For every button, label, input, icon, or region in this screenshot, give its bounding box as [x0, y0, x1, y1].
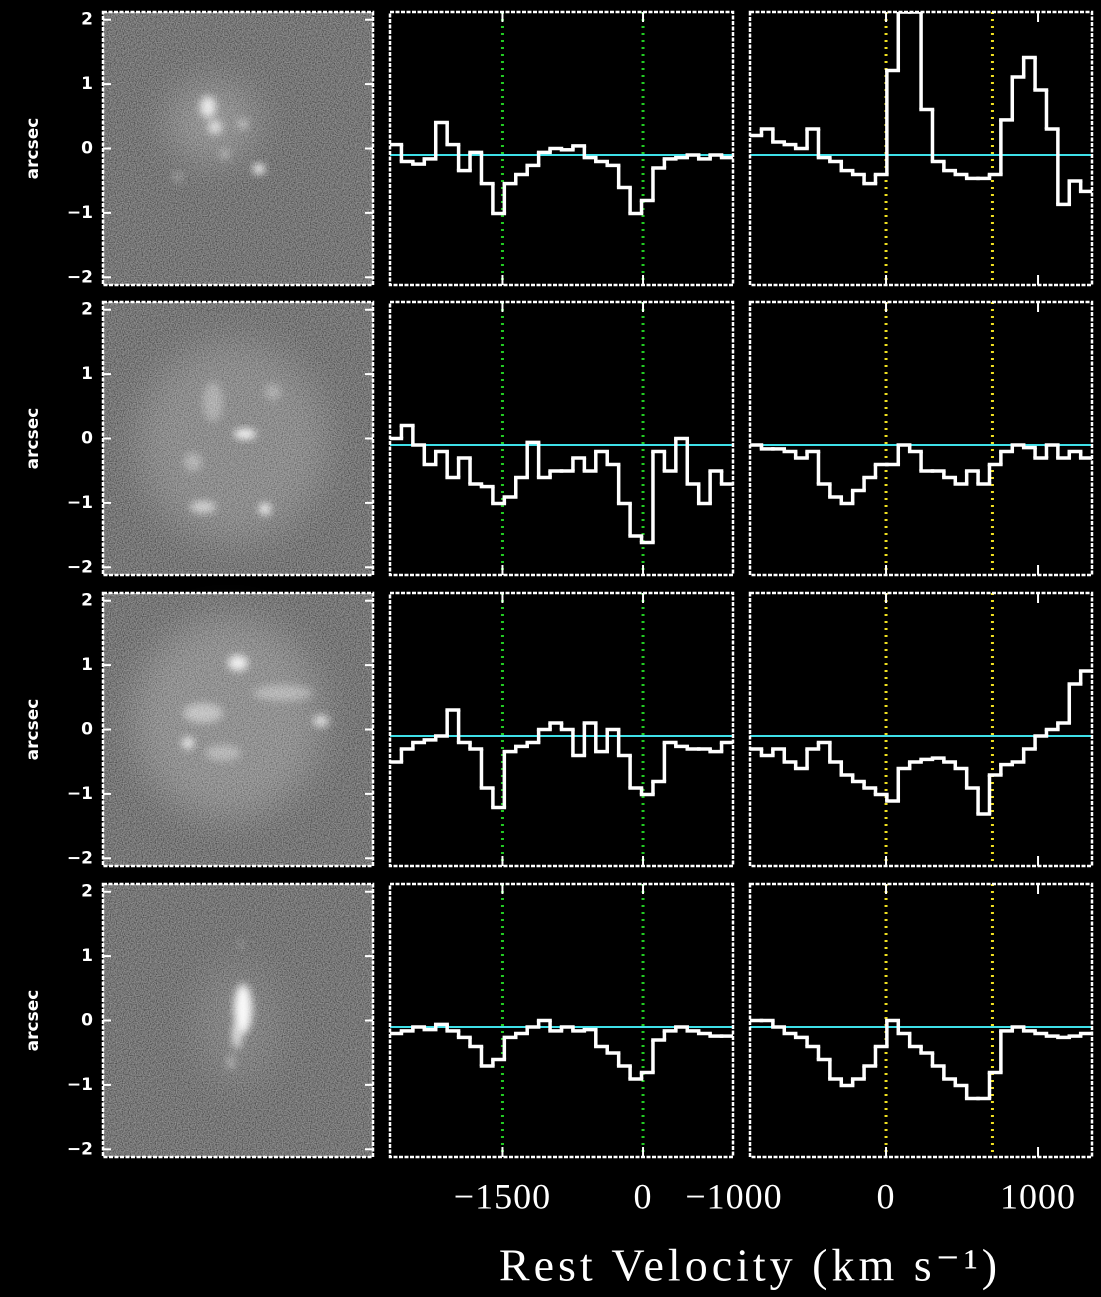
galaxy-light	[238, 940, 244, 948]
galaxy-light	[182, 737, 194, 749]
spectrum-plot	[390, 12, 733, 285]
spectrum-plot	[750, 12, 1092, 285]
galaxy-light	[203, 382, 223, 422]
spectrum-panel: −1500 0	[388, 882, 735, 1216]
galaxy-light	[184, 453, 202, 471]
y-axis-label: arcsec	[23, 699, 43, 761]
galaxy-light	[234, 429, 256, 439]
y-tick-label: −1	[67, 784, 93, 804]
panel-frame	[748, 882, 1094, 1159]
galaxy-light	[173, 172, 183, 182]
spectrum-plot	[750, 593, 1092, 866]
galaxy-light	[208, 120, 222, 134]
y-tick-label: 1	[81, 364, 93, 384]
y-tick-label: 2	[81, 591, 93, 611]
y-tick-label: 1	[81, 74, 93, 94]
galaxy-light	[228, 655, 248, 671]
galaxy-light	[265, 384, 281, 400]
x-tick-label: 1000	[1000, 1176, 1076, 1216]
spectrum-plot	[390, 593, 733, 866]
spectrum-plot	[390, 884, 733, 1157]
x-tick-label: −1500	[454, 1176, 551, 1216]
y-tick-label: −2	[67, 557, 93, 577]
panel-frame	[101, 591, 375, 868]
y-tick-label: 0	[81, 429, 93, 449]
y-tick-label: 0	[81, 139, 93, 159]
galaxy-light	[200, 96, 216, 118]
galaxy-light	[205, 745, 241, 761]
spectrum-plot	[750, 884, 1092, 1157]
panel-frame	[748, 10, 1094, 287]
galaxy-light	[253, 685, 313, 701]
galaxy-light	[227, 1055, 235, 1069]
spectrum-panel	[748, 591, 1094, 868]
y-axis-label: arcsec	[23, 118, 43, 180]
y-tick-label: −2	[67, 848, 93, 868]
galaxy-light	[259, 503, 271, 515]
panel-frame	[388, 300, 735, 577]
step-connector	[759, 445, 1083, 504]
spectrum-panel	[388, 300, 735, 577]
panel-frame	[388, 10, 735, 287]
panel-frame	[101, 882, 375, 1159]
galaxy-light	[133, 618, 323, 818]
x-tick-label: 0	[634, 1176, 653, 1216]
panel-frame	[388, 882, 735, 1159]
spectrum-panel	[748, 300, 1094, 577]
galaxy-light	[313, 715, 329, 727]
step-connector	[399, 425, 724, 543]
galaxy-light	[238, 119, 248, 129]
y-tick-label: 2	[81, 300, 93, 320]
spectrum-panel	[388, 591, 735, 868]
spectrum-plot	[390, 302, 733, 575]
galaxy-light	[234, 984, 252, 1034]
panel-frame	[748, 300, 1094, 577]
y-tick-label: 1	[81, 655, 93, 675]
spectrum-panel	[748, 10, 1094, 287]
y-tick-label: 1	[81, 946, 93, 966]
galaxy-light	[220, 149, 230, 159]
y-tick-label: −1	[67, 1075, 93, 1095]
spectrum-panel: −1000 0 1000	[685, 882, 1094, 1216]
galaxy-light	[190, 501, 216, 513]
y-tick-label: −2	[67, 1139, 93, 1159]
x-tick-label: −1000	[685, 1176, 782, 1216]
spectrum-panel	[388, 10, 735, 287]
panel-frame	[748, 591, 1094, 868]
x-tick-label: 0	[877, 1176, 896, 1216]
spectrum-plot	[750, 302, 1092, 575]
y-tick-label: 0	[81, 1011, 93, 1031]
galaxy-light	[183, 703, 223, 723]
y-tick-label: 0	[81, 720, 93, 740]
panel-frame	[101, 10, 375, 287]
y-tick-label: −1	[67, 203, 93, 223]
y-axis-label: arcsec	[23, 990, 43, 1052]
y-tick-label: 2	[81, 10, 93, 30]
galaxy-light	[253, 164, 265, 174]
y-tick-label: 2	[81, 882, 93, 902]
panel-frame	[101, 300, 375, 577]
y-axis-label: arcsec	[23, 408, 43, 470]
galaxy-light	[138, 342, 328, 542]
y-tick-label: −2	[67, 267, 93, 287]
y-tick-label: −1	[67, 493, 93, 513]
x-axis-label: Rest Velocity (km s⁻¹)	[499, 1240, 1001, 1291]
galaxy-light	[232, 1023, 242, 1049]
panel-frame	[388, 591, 735, 868]
